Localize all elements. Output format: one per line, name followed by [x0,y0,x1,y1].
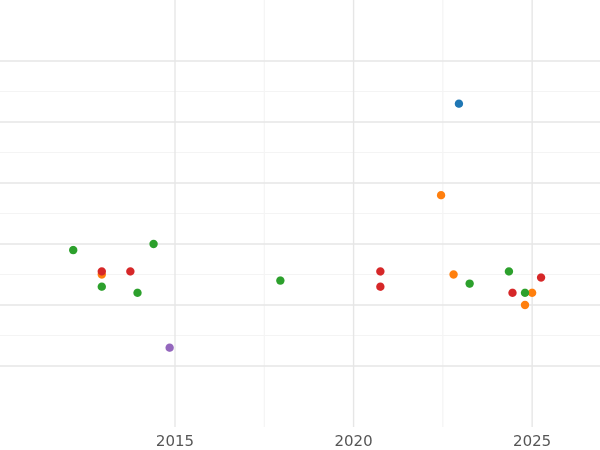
data-point-green-6 [69,245,78,255]
data-point-green-9 [133,288,142,297]
data-point-purple-20 [165,343,174,352]
x-tick-label-2025: 2025 [513,432,551,450]
data-point-red-18 [508,288,517,297]
data-points [69,99,546,352]
data-point-red-16 [376,267,385,276]
data-point-green-13 [520,288,530,297]
data-point-orange-1 [436,191,446,200]
minor-gridlines [0,0,600,427]
data-point-orange-5 [520,300,530,310]
x-tick-label-2020: 2020 [334,432,372,450]
x-tick-label-2015: 2015 [156,432,194,450]
data-point-blue-0 [454,99,464,108]
data-point-orange-4 [527,288,537,297]
data-point-red-14 [97,267,106,276]
data-point-orange-3 [449,270,458,279]
data-point-green-10 [276,276,285,285]
data-point-green-7 [149,239,158,249]
data-point-red-19 [536,273,546,282]
data-point-green-11 [465,279,474,288]
major-gridlines [0,0,600,427]
x-axis-ticks: 2015 2020 2025 [156,432,551,450]
data-point-red-15 [126,267,135,276]
data-point-green-12 [504,267,514,276]
data-point-green-8 [97,282,106,291]
data-point-red-17 [376,282,385,291]
